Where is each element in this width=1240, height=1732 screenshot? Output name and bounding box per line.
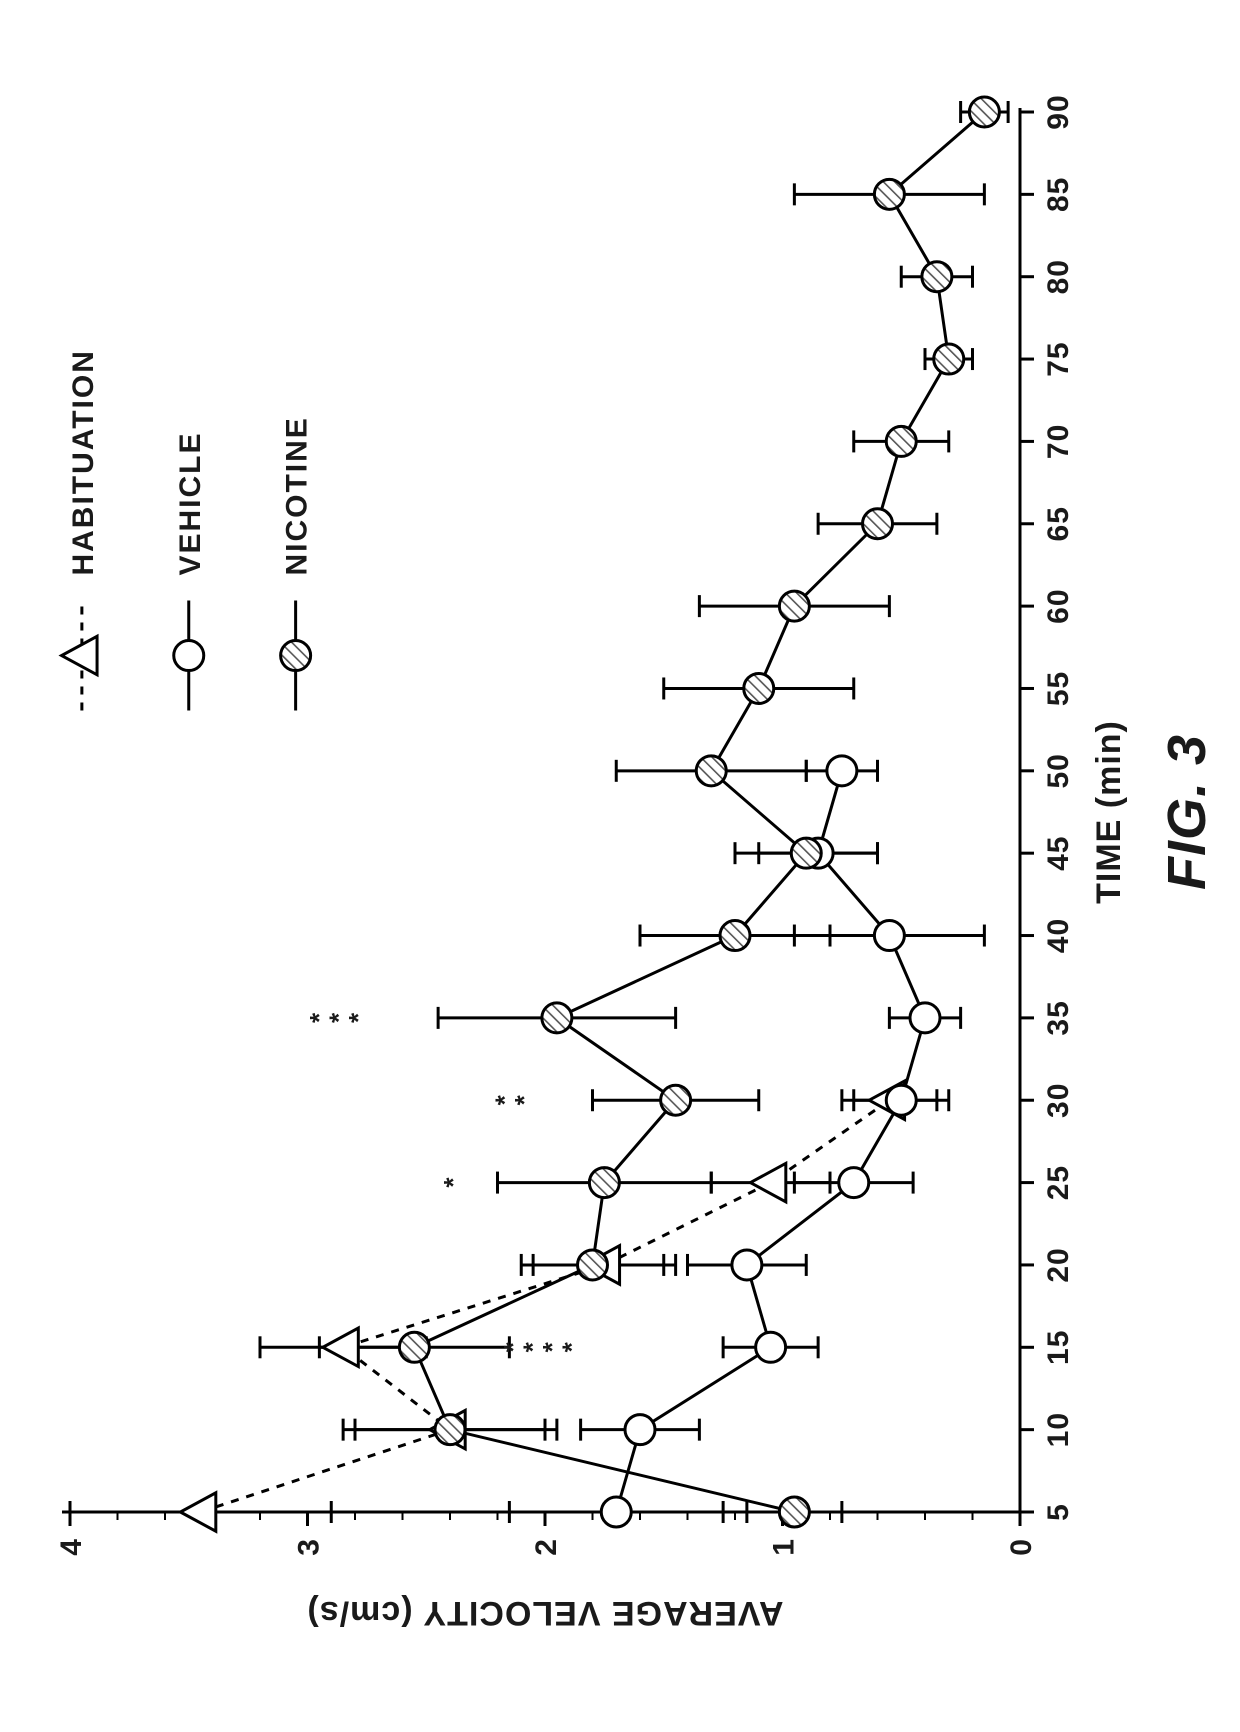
svg-text:75: 75 xyxy=(1042,341,1075,376)
svg-text:*: * xyxy=(490,1094,520,1105)
svg-text:*: * xyxy=(304,1012,334,1023)
svg-text:3: 3 xyxy=(293,1538,326,1556)
svg-text:1: 1 xyxy=(768,1538,801,1556)
svg-text:*: * xyxy=(438,1177,468,1188)
svg-text:5: 5 xyxy=(1042,1503,1075,1521)
svg-text:4: 4 xyxy=(55,1538,88,1556)
page-stage: 0123451015202530354045505560657075808590… xyxy=(0,0,1240,1732)
svg-text:FIG. 3: FIG. 3 xyxy=(1157,734,1217,890)
svg-text:35: 35 xyxy=(1042,1000,1075,1035)
svg-text:0: 0 xyxy=(1005,1538,1038,1556)
svg-text:40: 40 xyxy=(1042,918,1075,953)
svg-text:70: 70 xyxy=(1042,424,1075,459)
svg-text:2: 2 xyxy=(530,1538,563,1556)
svg-text:*: * xyxy=(498,1341,528,1352)
line-chart: 0123451015202530354045505560657075808590… xyxy=(0,0,1240,1732)
svg-text:80: 80 xyxy=(1042,259,1075,294)
svg-text:25: 25 xyxy=(1042,1165,1075,1200)
svg-text:AVERAGE VELOCITY (cm/s): AVERAGE VELOCITY (cm/s) xyxy=(306,1594,783,1632)
chart-container: 0123451015202530354045505560657075808590… xyxy=(0,0,1240,1732)
svg-text:10: 10 xyxy=(1042,1412,1075,1447)
svg-text:90: 90 xyxy=(1042,94,1075,129)
svg-text:85: 85 xyxy=(1042,177,1075,212)
svg-text:45: 45 xyxy=(1042,835,1075,870)
svg-text:65: 65 xyxy=(1042,506,1075,541)
svg-text:55: 55 xyxy=(1042,671,1075,706)
svg-text:TIME (min): TIME (min) xyxy=(1090,720,1128,904)
svg-text:50: 50 xyxy=(1042,753,1075,788)
svg-text:15: 15 xyxy=(1042,1330,1075,1365)
svg-text:VEHICLE: VEHICLE xyxy=(174,431,207,575)
svg-text:NICOTINE: NICOTINE xyxy=(281,416,314,575)
svg-text:60: 60 xyxy=(1042,588,1075,623)
svg-text:HABITUATION: HABITUATION xyxy=(67,349,100,575)
svg-text:30: 30 xyxy=(1042,1083,1075,1118)
svg-text:20: 20 xyxy=(1042,1247,1075,1282)
